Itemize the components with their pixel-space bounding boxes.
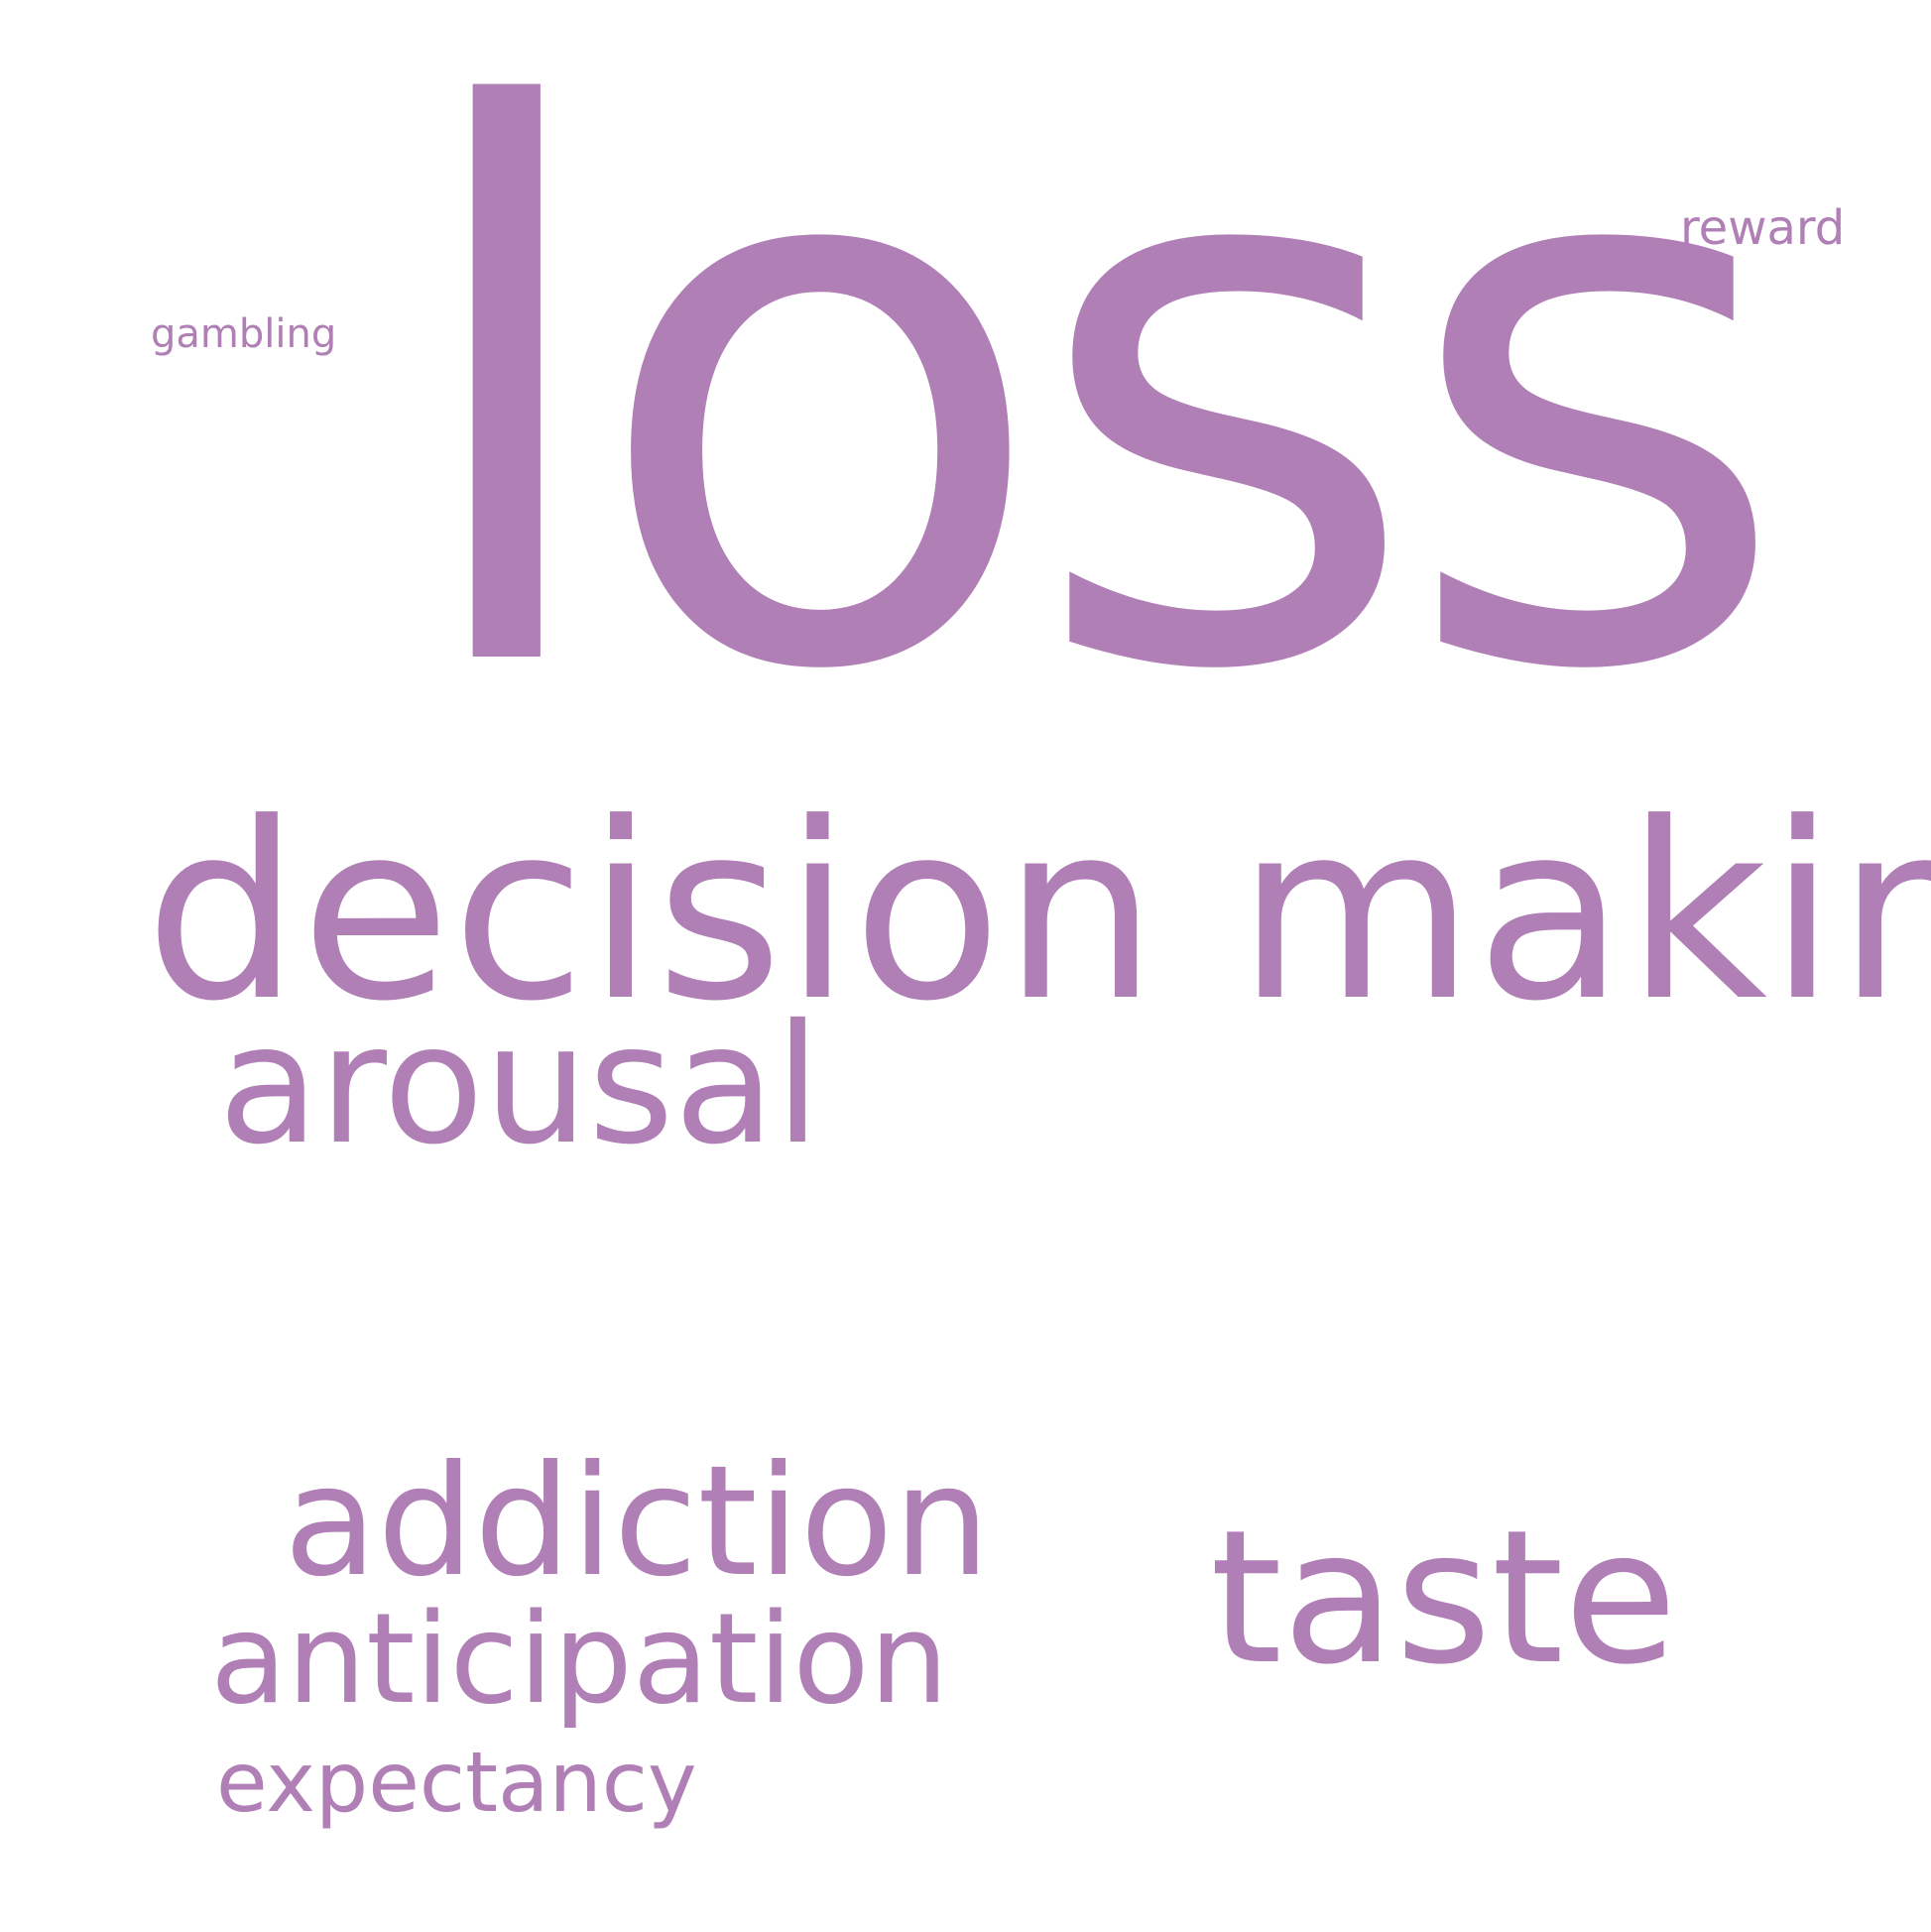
word-anticipation: anticipation xyxy=(210,1586,949,1732)
word-addiction: addiction xyxy=(284,1433,991,1611)
word-reward: reward xyxy=(1680,200,1846,256)
word-decision-making: decision making xyxy=(145,772,1931,1055)
word-gambling: gambling xyxy=(151,311,337,357)
word-expectancy: expectancy xyxy=(216,1734,697,1831)
word-loss: loss xyxy=(402,0,1792,835)
word-taste: taste xyxy=(1210,1490,1678,1705)
word-arousal: arousal xyxy=(218,990,821,1181)
